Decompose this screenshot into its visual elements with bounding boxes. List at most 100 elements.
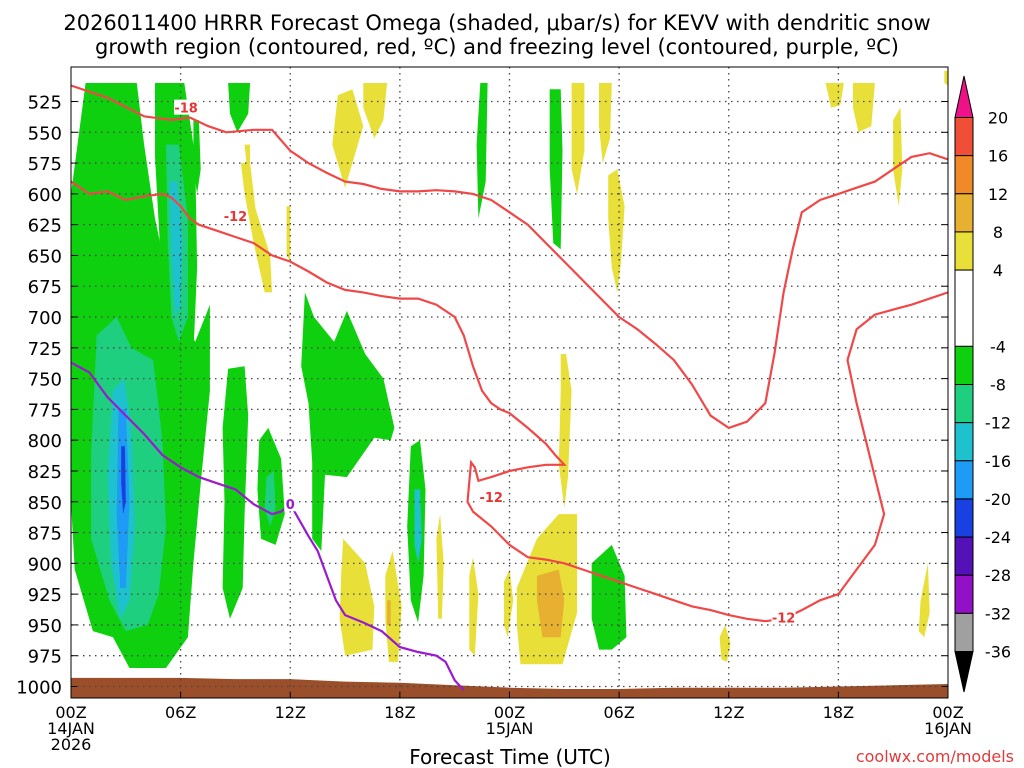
omega-region-31 <box>504 569 514 638</box>
omega-region-36 <box>599 83 612 164</box>
y-tick-label-775: 775 <box>28 400 62 421</box>
chart-title-line1: 2026011400 HRRR Forecast Omega (shaded, … <box>63 11 930 35</box>
y-tick-label-975: 975 <box>28 647 62 668</box>
red-contour-label-0: -18 <box>174 102 198 117</box>
omega-region-20 <box>591 544 627 650</box>
colorbar-bin-10 <box>954 498 974 538</box>
y-tick-label-575: 575 <box>28 154 62 175</box>
omega-region-25 <box>363 83 388 139</box>
colorbar-label-10: -24 <box>985 528 1011 547</box>
red-label-bg-1 <box>223 208 248 224</box>
omega-region-10 <box>228 83 251 133</box>
y-tick-label-1000: 1000 <box>16 678 62 699</box>
colorbar-label-3: 8 <box>993 223 1003 242</box>
omega-region-40 <box>853 83 875 133</box>
colorbar-bin-4 <box>954 231 974 271</box>
omega-region-43 <box>944 70 948 86</box>
x-tick-label-18-0: 18Z <box>384 703 415 722</box>
red-contour-label-1: -12 <box>224 210 248 225</box>
colorbar-bin-12 <box>954 574 974 614</box>
x-tick-label-24-1: 15JAN <box>486 719 534 738</box>
omega-region-33 <box>536 569 565 638</box>
omega-region-42 <box>918 563 930 638</box>
x-tick-label-12-0: 12Z <box>275 703 306 722</box>
colorbar-label-1: 16 <box>988 147 1008 166</box>
x-tick-label-0-0: 00Z <box>55 703 86 722</box>
x-tick-label-48-1: 16JAN <box>924 719 972 738</box>
colorbar-bin-5 <box>954 269 974 347</box>
y-tick-label-650: 650 <box>28 246 62 267</box>
y-axis-ticks: 525 550 575 600 625 650 675 700 725 750 775 800 825 8… <box>16 93 948 699</box>
omega-region-37 <box>608 169 625 293</box>
colorbar-label-9: -20 <box>985 490 1011 509</box>
colorbar-label-6: -8 <box>990 376 1006 395</box>
omega-region-38 <box>719 624 731 662</box>
contour-labels: -18 -12 -12 -12 0 <box>174 99 796 627</box>
y-tick-label-900: 900 <box>28 554 62 575</box>
colorbar-bin-8 <box>954 422 974 462</box>
colorbar-bin-3 <box>954 193 974 233</box>
x-tick-label-0-2: 2026 <box>51 735 92 754</box>
red-label-bg-3 <box>771 609 796 625</box>
y-tick-label-750: 750 <box>28 370 62 391</box>
omega-region-24 <box>332 89 364 188</box>
omega-region-23 <box>286 206 291 262</box>
colorbar-top-triangle <box>954 75 974 118</box>
y-tick-label-525: 525 <box>28 93 62 114</box>
dgz-contour-1 <box>71 180 948 623</box>
red-contour-label-3: -12 <box>772 612 796 627</box>
x-axis-label: Forecast Time (UTC) <box>409 745 611 768</box>
omega-region-4 <box>121 446 126 515</box>
colorbar-bottom-triangle <box>954 651 974 693</box>
omega-region-7 <box>193 120 201 194</box>
y-tick-label-850: 850 <box>28 493 62 514</box>
y-tick-label-800: 800 <box>28 431 62 452</box>
colorbar-label-12: -32 <box>985 604 1011 623</box>
colorbar: 20 16 12 8 4 -4 -8 -12 -16 -20 -24 -28 -32 -36 <box>954 75 1011 693</box>
omega-region-34 <box>558 354 572 508</box>
y-tick-label-950: 950 <box>28 616 62 637</box>
y-tick-label-925: 925 <box>28 585 62 606</box>
y-tick-label-550: 550 <box>28 123 62 144</box>
red-label-bg-0 <box>174 99 199 115</box>
colorbar-label-13: -36 <box>985 643 1011 662</box>
omega-region-29 <box>436 514 444 619</box>
omega-region-21 <box>240 163 272 293</box>
y-tick-label-675: 675 <box>28 277 62 298</box>
omega-region-19 <box>549 89 563 250</box>
colorbar-bin-11 <box>954 536 974 576</box>
colorbar-label-7: -12 <box>985 414 1011 433</box>
colorbar-bin-2 <box>954 155 974 195</box>
x-tick-label-42-0: 18Z <box>823 703 854 722</box>
omega-region-35 <box>571 83 585 194</box>
purple-label-bg <box>284 496 297 512</box>
x-tick-label-0-1: 14JAN <box>47 719 95 738</box>
omega-region-9 <box>169 181 183 317</box>
freezing-level-label: 0 <box>286 498 295 513</box>
omega-region-22 <box>244 144 251 170</box>
colorbar-label-8: -16 <box>985 452 1011 471</box>
red-label-bg-2 <box>479 488 504 504</box>
plot-grid <box>71 67 948 698</box>
chart-title-line2: growth region (contoured, red, ºC) and f… <box>95 35 899 59</box>
colorbar-bin-7 <box>954 384 974 424</box>
red-contour-label-2: -12 <box>479 491 503 506</box>
colorbar-label-0: 20 <box>988 109 1008 128</box>
colorbar-label-5: -4 <box>990 337 1006 356</box>
omega-region-17 <box>414 489 422 564</box>
omega-region-12 <box>222 366 249 619</box>
colorbar-bin-9 <box>954 460 974 500</box>
x-tick-label-36-0: 12Z <box>713 703 744 722</box>
omega-region-30 <box>469 557 479 656</box>
omega-region-28 <box>387 600 391 625</box>
x-tick-label-30-0: 06Z <box>603 703 634 722</box>
omega-region-15 <box>301 292 395 551</box>
omega-region-18 <box>476 83 488 219</box>
colorbar-bin-13 <box>954 612 974 652</box>
y-tick-label-875: 875 <box>28 524 62 545</box>
freezing-level-contour <box>71 361 465 691</box>
x-tick-label-6-0: 06Z <box>165 703 196 722</box>
omega-region-26 <box>339 538 375 656</box>
